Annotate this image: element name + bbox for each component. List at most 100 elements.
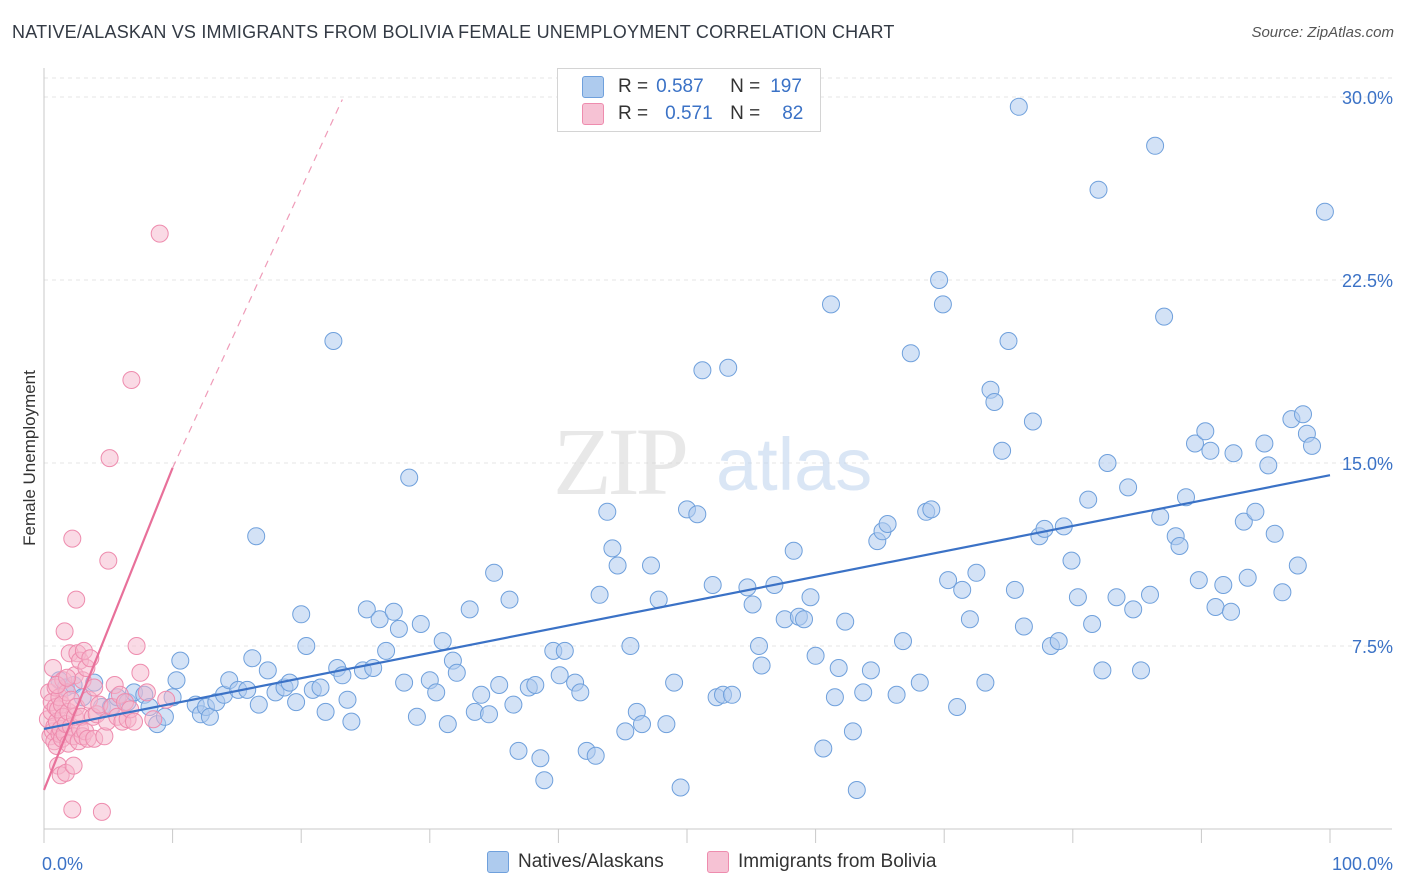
- point-natives: [167, 671, 186, 690]
- point-natives: [1196, 422, 1215, 441]
- point-natives: [1189, 571, 1208, 590]
- point-natives: [460, 600, 479, 619]
- point-bolivia: [67, 590, 86, 609]
- point-natives: [861, 661, 880, 680]
- point-natives: [1170, 537, 1189, 555]
- source-label: Source: ZipAtlas.com: [1251, 24, 1394, 41]
- point-natives: [287, 693, 306, 712]
- point-natives: [795, 610, 813, 629]
- point-natives: [1119, 478, 1138, 497]
- point-natives: [1206, 598, 1225, 616]
- point-natives: [555, 641, 574, 660]
- legend-swatch-blue: [582, 76, 604, 98]
- point-natives: [657, 715, 676, 734]
- point-natives: [500, 590, 519, 609]
- point-natives: [1259, 456, 1278, 475]
- point-natives: [1005, 580, 1024, 599]
- legend-row-natives: R = 0.587 N = 197: [582, 73, 802, 101]
- point-natives: [447, 663, 466, 682]
- point-natives: [887, 685, 906, 704]
- point-natives: [1049, 632, 1068, 651]
- legend-item-natives: Natives/Alaskans: [487, 851, 664, 873]
- point-natives: [586, 746, 605, 765]
- point-natives: [642, 556, 660, 575]
- point-natives: [1035, 519, 1054, 538]
- point-natives: [843, 722, 862, 741]
- point-natives: [930, 271, 949, 289]
- point-natives: [1177, 488, 1195, 507]
- trend-line-bolivia: [42, 467, 174, 791]
- point-natives: [939, 571, 958, 590]
- legend-swatch-pink: [582, 103, 604, 125]
- trend-line-bolivia-extension: [172, 99, 343, 469]
- point-natives: [292, 605, 311, 624]
- point-natives: [752, 656, 771, 675]
- point-natives: [1246, 502, 1265, 521]
- legend-n-value: 197: [770, 76, 802, 97]
- point-natives: [948, 698, 967, 716]
- point-natives: [171, 651, 190, 670]
- point-natives: [847, 781, 866, 799]
- point-natives: [894, 632, 912, 651]
- tick-labels: 7.5% 15.0% 22.5% 30.0% 0.0% 100.0%: [42, 88, 1393, 874]
- series-natives-points: [50, 97, 1334, 799]
- point-natives: [633, 715, 651, 734]
- point-natives: [427, 683, 446, 702]
- point-natives: [1107, 588, 1126, 607]
- point-natives: [801, 588, 820, 607]
- point-bolivia: [127, 637, 146, 655]
- y-tick-label: 22.5%: [1342, 271, 1393, 291]
- point-bolivia: [95, 727, 114, 746]
- point-natives: [703, 576, 722, 594]
- point-natives: [1083, 615, 1102, 633]
- point-natives: [854, 683, 873, 702]
- point-natives: [1315, 202, 1334, 221]
- point-bolivia: [144, 710, 163, 729]
- point-natives: [258, 661, 277, 680]
- point-natives: [590, 585, 609, 604]
- point-natives: [485, 563, 504, 582]
- point-natives: [1303, 436, 1321, 455]
- watermark-zip: ZIP: [553, 408, 686, 515]
- point-natives: [526, 676, 545, 694]
- point-natives: [616, 722, 635, 741]
- point-natives: [357, 600, 376, 619]
- point-bolivia: [137, 683, 156, 702]
- x-tick-label-max: 100.0%: [1332, 854, 1393, 874]
- point-bolivia: [55, 622, 74, 641]
- point-natives: [249, 695, 268, 714]
- legend-r-label: R =: [618, 76, 649, 97]
- point-natives: [1224, 444, 1243, 463]
- point-natives: [1234, 512, 1253, 531]
- point-natives: [738, 578, 757, 597]
- point-natives: [1273, 583, 1292, 602]
- point-natives: [688, 505, 707, 524]
- point-natives: [910, 673, 929, 692]
- point-natives: [750, 637, 768, 655]
- point-natives: [1294, 405, 1312, 424]
- point-natives: [693, 361, 712, 380]
- point-natives: [1093, 661, 1112, 680]
- point-natives: [901, 344, 920, 363]
- point-natives: [1098, 454, 1117, 472]
- point-natives: [598, 502, 617, 521]
- point-bolivia: [131, 663, 150, 682]
- point-natives: [490, 676, 509, 694]
- point-natives: [389, 619, 408, 638]
- point-natives: [723, 685, 741, 704]
- point-natives: [836, 612, 855, 631]
- point-bolivia: [63, 800, 82, 819]
- point-natives: [933, 295, 952, 314]
- point-natives: [550, 666, 569, 685]
- point-natives: [1255, 434, 1274, 453]
- point-natives: [370, 610, 389, 629]
- point-natives: [878, 515, 897, 533]
- point-natives: [1238, 568, 1257, 587]
- point-natives: [1014, 617, 1033, 636]
- point-natives: [316, 702, 335, 721]
- y-tick-label: 30.0%: [1342, 88, 1393, 108]
- point-natives: [1124, 600, 1143, 619]
- point-natives: [400, 468, 419, 487]
- point-natives: [1265, 524, 1284, 543]
